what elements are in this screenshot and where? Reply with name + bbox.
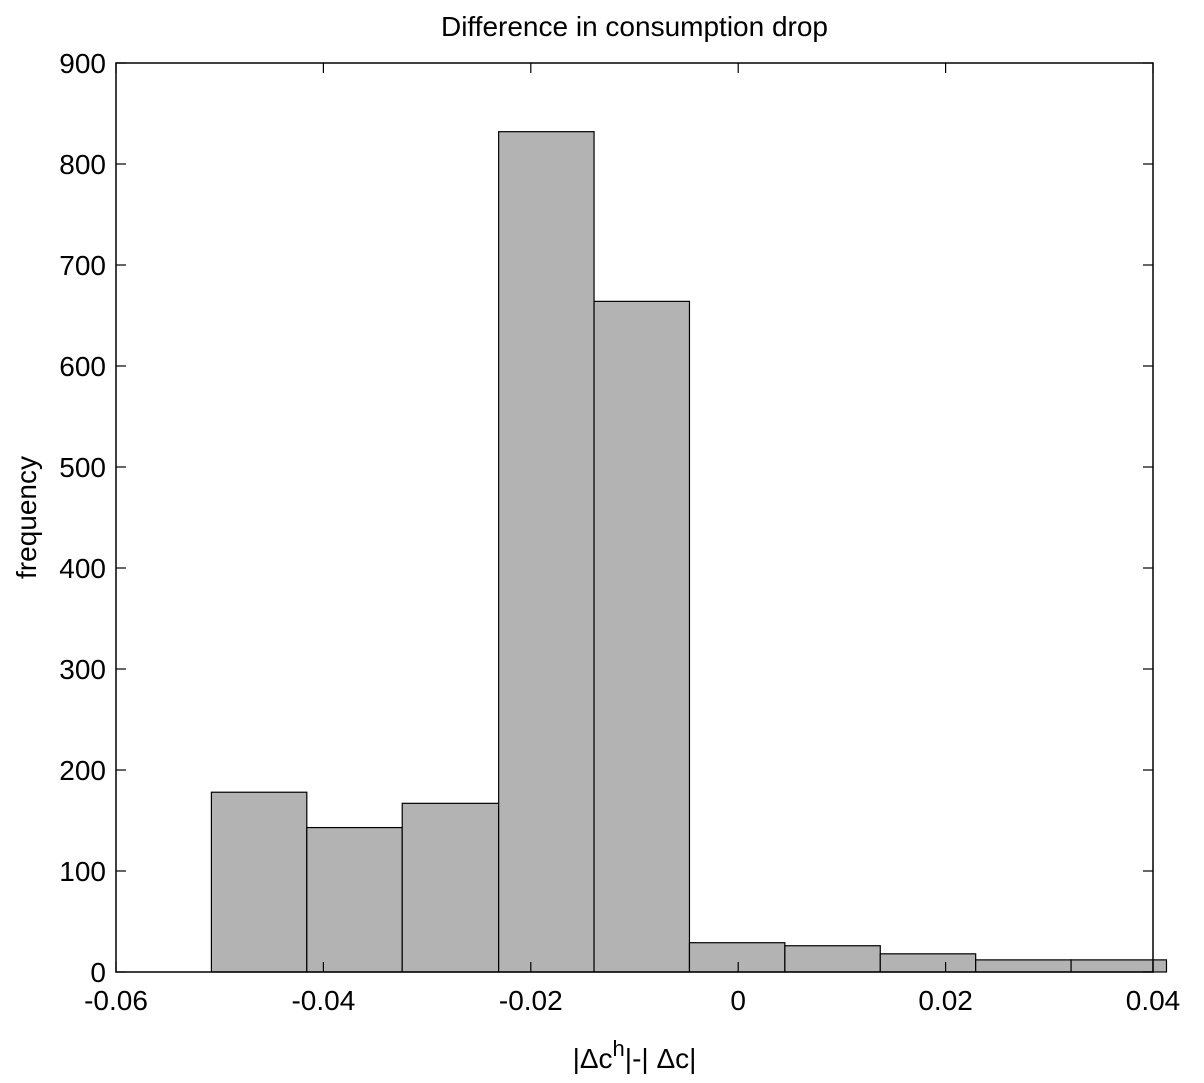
- y-tick-label: 600: [59, 351, 106, 382]
- x-axis-ticks: -0.06 -0.04 -0.02 0 0.02 0.04: [84, 63, 1180, 1016]
- histogram-bar: [1070, 959, 1168, 973]
- y-tick-label: 900: [59, 48, 106, 79]
- y-tick-label: 0: [90, 957, 106, 988]
- x-tick-label: 0.04: [1126, 985, 1181, 1016]
- x-axis-label: |Δch|-| Δc|: [573, 1036, 697, 1074]
- bars-group: [210, 131, 1168, 973]
- x-tick-label: 0: [730, 985, 746, 1016]
- x-tick-label: -0.02: [499, 985, 563, 1016]
- histogram-bar: [879, 953, 977, 973]
- x-axis-label-pre: |Δc: [573, 1043, 613, 1074]
- histogram-bar: [975, 959, 1072, 973]
- histogram-bar: [688, 942, 786, 973]
- plot-frame: [115, 62, 1154, 973]
- y-tick-label: 400: [59, 553, 106, 584]
- histogram-bar: [401, 802, 500, 973]
- x-tick-label: 0.02: [918, 985, 973, 1016]
- histogram-bar: [593, 300, 691, 973]
- chart-title: Difference in consumption drop: [441, 11, 828, 42]
- y-tick-label: 800: [59, 149, 106, 180]
- y-axis-ticks: 0 100 200 300 400 500 600 700 800 900: [59, 48, 1153, 988]
- y-axis-label: frequency: [11, 456, 42, 579]
- histogram-bar: [210, 791, 308, 973]
- y-tick-label: 500: [59, 452, 106, 483]
- y-tick-label: 200: [59, 755, 106, 786]
- y-tick-label: 100: [59, 856, 106, 887]
- x-tick-label: -0.06: [84, 985, 148, 1016]
- y-tick-label: 700: [59, 250, 106, 281]
- x-axis-label-post: |-| Δc|: [625, 1043, 697, 1074]
- histogram-bar: [498, 131, 595, 973]
- x-tick-label: -0.04: [291, 985, 355, 1016]
- x-axis-label-sup: h: [613, 1036, 625, 1061]
- y-tick-label: 300: [59, 654, 106, 685]
- histogram-bar: [784, 945, 881, 973]
- histogram-bar: [306, 826, 403, 973]
